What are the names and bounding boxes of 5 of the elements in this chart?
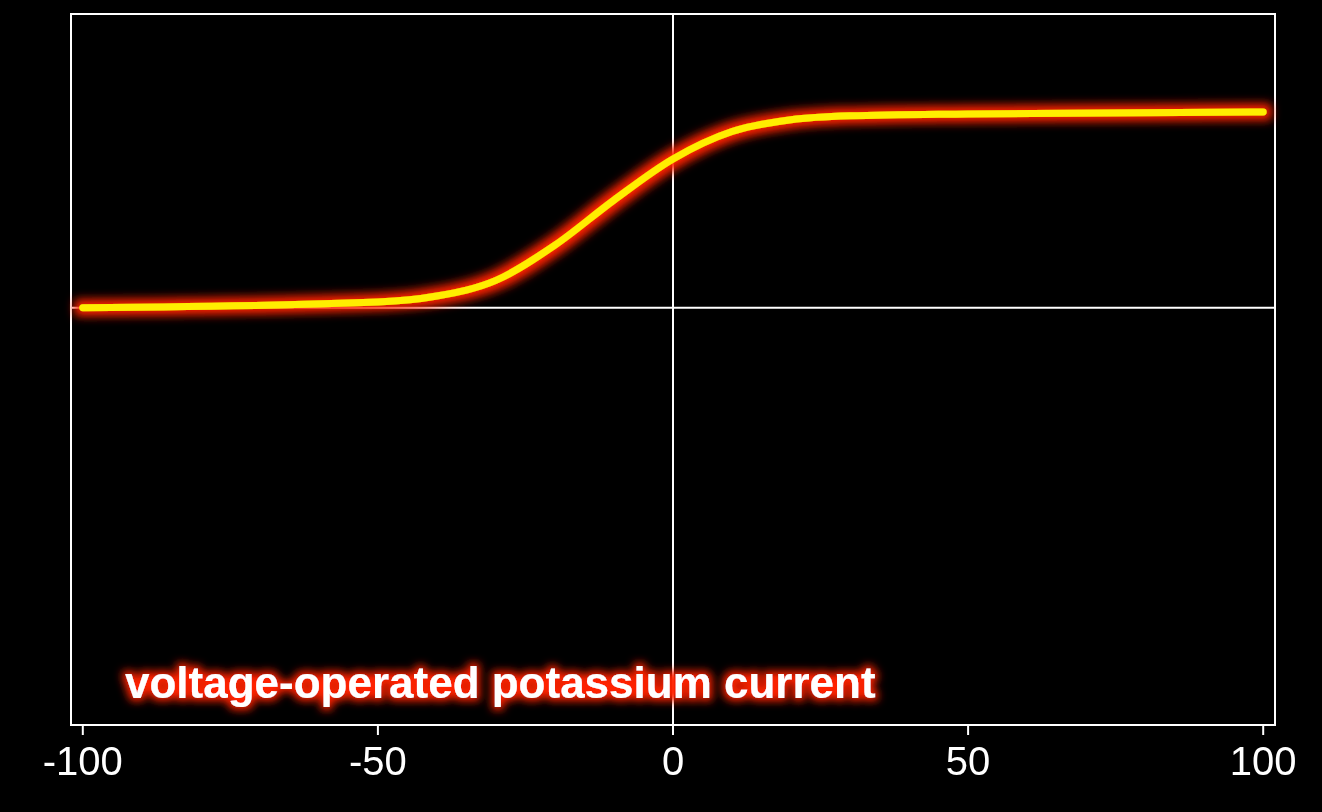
x-tick-label: -100 [42, 739, 123, 783]
x-tick-label: -50 [349, 739, 407, 783]
x-tick-label: 50 [945, 739, 991, 783]
x-tick-label: 0 [661, 739, 685, 783]
x-tick-label: 100 [1229, 739, 1297, 783]
